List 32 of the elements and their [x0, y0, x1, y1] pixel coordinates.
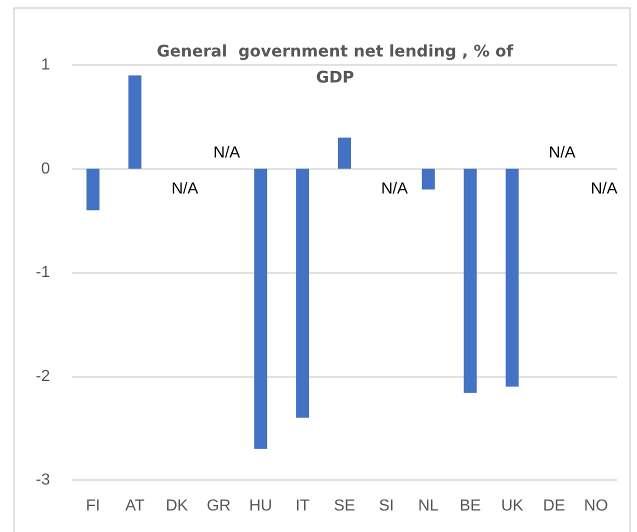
bar	[86, 168, 100, 210]
bar	[338, 138, 351, 169]
bar	[128, 75, 142, 169]
y-tick-label: 0	[41, 160, 50, 178]
x-tick-label: SI	[378, 498, 394, 514]
bar	[422, 168, 435, 190]
x-tick-label: FI	[86, 498, 100, 514]
y-tick-label: -2	[36, 368, 50, 385]
x-tick-label: NO	[584, 498, 608, 514]
x-tick-label: SE	[334, 498, 356, 514]
x-tick-label: GR	[206, 498, 231, 514]
x-tick-label: DK	[166, 498, 188, 514]
chart-title: General government net lending , % of GDP	[156, 42, 514, 86]
y-tick-label: -1	[36, 264, 50, 281]
bar	[506, 168, 519, 387]
text: N/A	[590, 180, 618, 198]
y-tick-label: 1	[41, 56, 50, 74]
x-tick-label: DE	[543, 498, 566, 514]
text: N/A	[213, 144, 240, 162]
x-tick-label: HU	[249, 498, 272, 514]
y-tick-label: -3	[36, 472, 50, 488]
text: N/A	[171, 180, 198, 198]
x-tick-label: NL	[418, 498, 439, 514]
x-tick-label: IT	[295, 498, 310, 514]
bar	[296, 168, 310, 418]
bar	[464, 168, 477, 393]
bar	[254, 168, 268, 449]
x-tick-label: UK	[501, 498, 524, 514]
x-tick-label: AT	[125, 498, 145, 514]
x-tick-label: BE	[460, 498, 481, 514]
text: N/A	[381, 180, 408, 198]
text: N/A	[548, 144, 576, 162]
